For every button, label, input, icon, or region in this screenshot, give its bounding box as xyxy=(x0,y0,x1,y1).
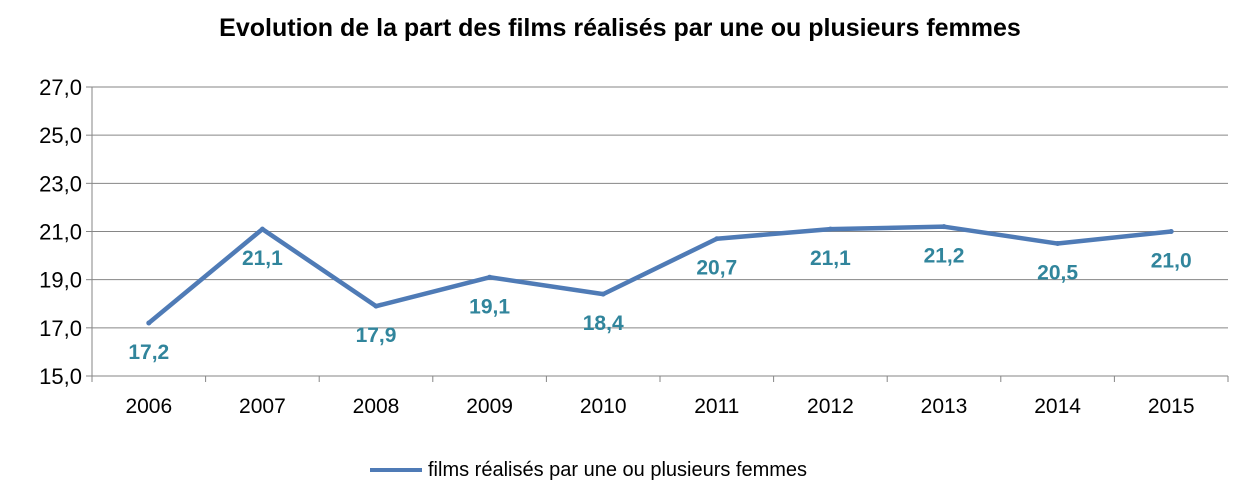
data-point xyxy=(1055,241,1061,247)
x-tick-label: 2009 xyxy=(466,395,513,418)
data-point xyxy=(259,226,265,232)
data-label: 21,1 xyxy=(242,247,283,270)
y-tick-label: 23,0 xyxy=(39,171,82,196)
legend-swatch xyxy=(370,468,422,472)
data-point xyxy=(714,236,720,242)
data-label: 21,2 xyxy=(924,245,965,268)
y-tick-label: 19,0 xyxy=(39,268,82,293)
data-point xyxy=(1168,229,1174,234)
x-tick-label: 2008 xyxy=(353,395,400,418)
legend-label: films réalisés par une ou plusieurs femm… xyxy=(428,458,808,481)
data-point xyxy=(827,226,833,232)
data-label: 21,0 xyxy=(1151,250,1192,273)
data-point xyxy=(373,303,379,309)
x-tick-label: 2015 xyxy=(1148,395,1195,418)
chart-title: Evolution de la part des films réalisés … xyxy=(219,14,1021,42)
y-tick-label: 17,0 xyxy=(39,316,82,341)
x-tick-label: 2012 xyxy=(807,395,854,418)
data-label: 20,5 xyxy=(1037,262,1078,285)
data-label: 17,2 xyxy=(128,341,169,364)
legend: films réalisés par une ou plusieurs femm… xyxy=(370,455,807,485)
data-point xyxy=(146,320,152,326)
data-label: 20,7 xyxy=(696,257,737,280)
x-tick-label: 2010 xyxy=(580,395,627,418)
x-tick-label: 2006 xyxy=(125,395,172,418)
y-tick-label: 21,0 xyxy=(39,220,82,245)
data-point xyxy=(487,274,493,280)
x-tick-label: 2007 xyxy=(239,395,286,418)
x-tick-label: 2014 xyxy=(1034,395,1081,418)
data-label: 18,4 xyxy=(583,312,624,335)
y-tick-label: 27,0 xyxy=(39,75,82,100)
data-label: 21,1 xyxy=(810,247,851,270)
data-label: 17,9 xyxy=(356,324,397,347)
y-tick-label: 25,0 xyxy=(39,123,82,148)
data-point xyxy=(941,224,947,230)
series-line xyxy=(146,224,1174,326)
data-label: 19,1 xyxy=(469,295,510,318)
x-tick-label: 2011 xyxy=(694,395,739,418)
y-tick-label: 15,0 xyxy=(39,364,82,389)
data-point xyxy=(600,291,606,297)
x-tick-label: 2013 xyxy=(921,395,968,418)
